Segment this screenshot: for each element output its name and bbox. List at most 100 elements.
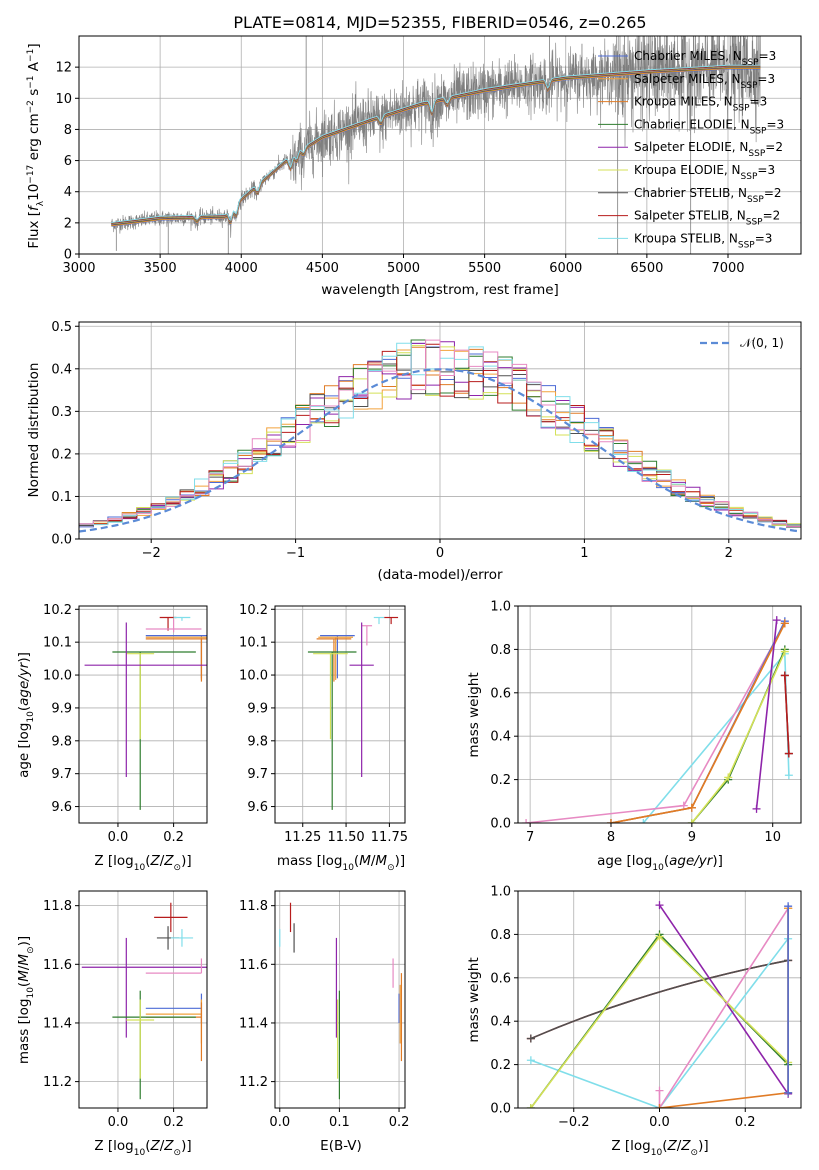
y-tick-label: 0: [64, 248, 72, 263]
data-point: [173, 616, 191, 621]
mwAge-ylabel: mass weight: [466, 672, 482, 757]
y-tick-label: 10: [55, 92, 72, 107]
y-tick-label: 0.2: [490, 773, 511, 788]
data-point: [384, 616, 399, 625]
data-point: [145, 638, 207, 682]
y-tick-label: 1.0: [490, 885, 511, 900]
data-point: [373, 616, 385, 625]
data-point: [316, 638, 352, 682]
weight-marker: [655, 1104, 664, 1108]
y-tick-label: 0.5: [51, 320, 72, 335]
y-tick-label: 2: [64, 216, 72, 231]
histogram-step: [79, 339, 801, 530]
weight-marker: [655, 1086, 664, 1095]
y-tick-label: 11.2: [239, 1075, 268, 1090]
plot-area: [522, 616, 793, 823]
x-tick-label: 0.0: [108, 830, 129, 845]
spectrum-legend: Chabrier MILES, NSSP=3 Salpeter MILES, NS…: [598, 49, 784, 250]
ageZ-xlabel: Z [log10(Z/Z⊙)]: [94, 853, 191, 873]
y-tick-label: 0.4: [51, 362, 72, 377]
y-tick-label: 0.0: [490, 817, 511, 832]
y-tick-label: 9.7: [247, 767, 268, 782]
data-point: [318, 636, 353, 680]
massEbv-xlabel: E(B-V): [320, 1138, 362, 1154]
x-tick-label: 1: [580, 546, 588, 561]
data-point: [84, 622, 207, 777]
axes-frame: [274, 605, 406, 824]
y-tick-label: 9.6: [247, 800, 268, 815]
x-tick-label: 5000: [387, 261, 420, 276]
weight-marker: [606, 819, 615, 823]
y-tick-label: 6: [64, 154, 72, 169]
mass-vs-Z-axes: 0.0 0.2 11.2 11.4 11.6 11.8: [43, 890, 208, 1130]
weight-marker: [780, 647, 789, 656]
legend-label: Salpeter ELODIE, NSSP=2: [634, 140, 783, 159]
weight-marker: [526, 1104, 535, 1108]
weight-marker: [526, 1034, 535, 1043]
grid-lines: [275, 606, 405, 823]
x-tick-label: 7: [526, 830, 534, 845]
y-tick-label: 11.8: [239, 899, 268, 914]
residual-hist-axes: −2 −1 0 1 2 0.0 0.1 0.2 0.3 0.4 0.5: [51, 320, 802, 561]
x-tick-label: 0.2: [735, 1115, 756, 1130]
weight-series: [658, 907, 789, 1108]
ticks: 3000 3500 4000 4500 5000 5500 6000 6500 7000 0 2 4 6…: [55, 61, 744, 276]
axes-frame: [274, 890, 406, 1109]
y-tick-label: 10.0: [239, 669, 268, 684]
y-tick-label: 11.8: [43, 899, 72, 914]
ageMass-xlabel: mass [log10(M/M⊙)]: [277, 853, 405, 873]
weight-marker: [655, 901, 664, 910]
data-point: [112, 651, 196, 810]
observed-spectrum: [111, 36, 761, 238]
axes-frame: [78, 321, 802, 540]
mwZ-ylabel: mass weight: [466, 957, 482, 1042]
y-tick-label: 11.2: [43, 1075, 72, 1090]
weight-marker: [526, 1056, 535, 1065]
y-tick-label: 12: [55, 61, 72, 76]
data-point: [307, 651, 357, 810]
legend-label: Chabrier ELODIE, NSSP=3: [634, 117, 784, 136]
weight-marker: [687, 819, 696, 823]
plot-area: [279, 902, 403, 1100]
data-point: [145, 619, 202, 633]
y-tick-label: 11.6: [43, 958, 72, 973]
ticks: −0.2 0.0 0.2 0.0 0.2 0.4 0.6 0.8 1.0: [490, 885, 755, 1131]
mass-vs-ebv-axes: 0.0 0.1 0.2 11.2 11.4 11.6 11.8: [239, 890, 409, 1130]
mass-weight-vs-Z-axes: −0.2 0.0 0.2 0.0 0.2 0.4 0.6 0.8 1.0: [490, 885, 802, 1131]
y-tick-label: 11.4: [43, 1016, 72, 1031]
y-tick-label: 0.4: [490, 730, 511, 745]
x-tick-label: 10: [764, 830, 781, 845]
spectrum-ylabel: Flux [fλ10−17 erg cm−2 s−1 A−1]: [26, 43, 46, 248]
age-vs-Z-axes: 0.0 0.2 9.6 9.7 9.8 9.9 10.0 10.1 10.2: [43, 603, 208, 845]
y-tick-label: 9.8: [51, 734, 72, 749]
x-tick-label: 3000: [62, 261, 95, 276]
hist-ylabel: Normed distribution: [26, 363, 42, 498]
x-tick-label: 0.2: [163, 830, 184, 845]
x-tick-label: 11.25: [284, 830, 321, 845]
weight-marker: [639, 819, 648, 823]
mass-weight-vs-age-axes: 7 8 9 10 0.0 0.2 0.4 0.6 0.8 1.0: [490, 600, 802, 845]
y-tick-label: 10.0: [43, 669, 72, 684]
legend-label: Salpeter MILES, NSSP=3: [634, 72, 775, 91]
ticks: 11.25 11.50 11.75 9.6 9.7 9.8 9.9 10.0 10.1 10.2: [239, 603, 408, 845]
y-tick-label: 10.1: [43, 636, 72, 651]
weight-marker: [780, 671, 789, 680]
axes-frame: [517, 605, 802, 824]
weight-marker: [784, 771, 793, 780]
weight-series: [784, 675, 790, 754]
axes-frame: [517, 890, 802, 1109]
x-tick-label: 2: [725, 546, 733, 561]
weight-marker: [784, 1088, 793, 1097]
legend-label: Kroupa MILES, NSSP=3: [634, 95, 767, 114]
x-tick-label: 0.1: [329, 1115, 350, 1130]
mwZ-xlabel: Z [log10(Z/Z⊙)]: [611, 1138, 708, 1158]
data-point: [126, 999, 155, 1079]
y-tick-label: 0.8: [490, 928, 511, 943]
spectrum-axes: 3000 3500 4000 4500 5000 5500 6000 6500 7000 0 2 4 6…: [55, 35, 802, 276]
hist-legend: 𝒩(0, 1): [700, 336, 784, 350]
gaussian-reference-curve: [79, 368, 801, 533]
legend-label: 𝒩(0, 1): [740, 336, 784, 350]
plot-area: [84, 616, 207, 810]
data-point: [81, 937, 207, 1038]
weight-series: [530, 938, 789, 1108]
